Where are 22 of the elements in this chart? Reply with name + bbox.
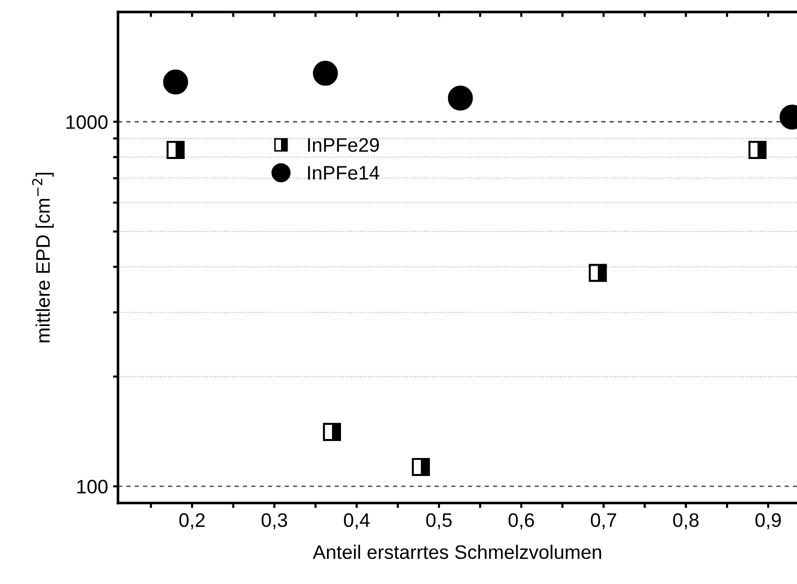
y-axis-title: mittlere EPD [cm$^{−2}$] xyxy=(32,172,54,342)
point xyxy=(448,86,473,111)
x-tick-label: 0,3 xyxy=(262,513,288,530)
x-axis-title: Anteil erstarrtes Schmelzvolumen xyxy=(312,544,602,560)
y-tick-label: 100 xyxy=(77,480,108,494)
point xyxy=(166,140,185,159)
point xyxy=(322,422,342,441)
point xyxy=(748,140,767,159)
x-tick-label: 0,8 xyxy=(673,513,699,530)
x-tick-label: 0,4 xyxy=(344,513,370,530)
y-tick-label: 1000 xyxy=(66,115,108,129)
x-tick-label: 0,6 xyxy=(508,513,534,530)
x-tick-label: 0,7 xyxy=(590,513,616,530)
point xyxy=(163,70,188,95)
x-tick-label: 0,2 xyxy=(179,513,205,530)
point xyxy=(312,60,338,86)
point xyxy=(588,264,607,282)
x-tick-label: 0,9 xyxy=(755,513,781,530)
point xyxy=(412,458,430,476)
x-tick-label: 0,5 xyxy=(426,513,452,530)
legend-label: InPFe14 xyxy=(308,166,380,180)
legend-label: InPFe29 xyxy=(308,138,379,152)
